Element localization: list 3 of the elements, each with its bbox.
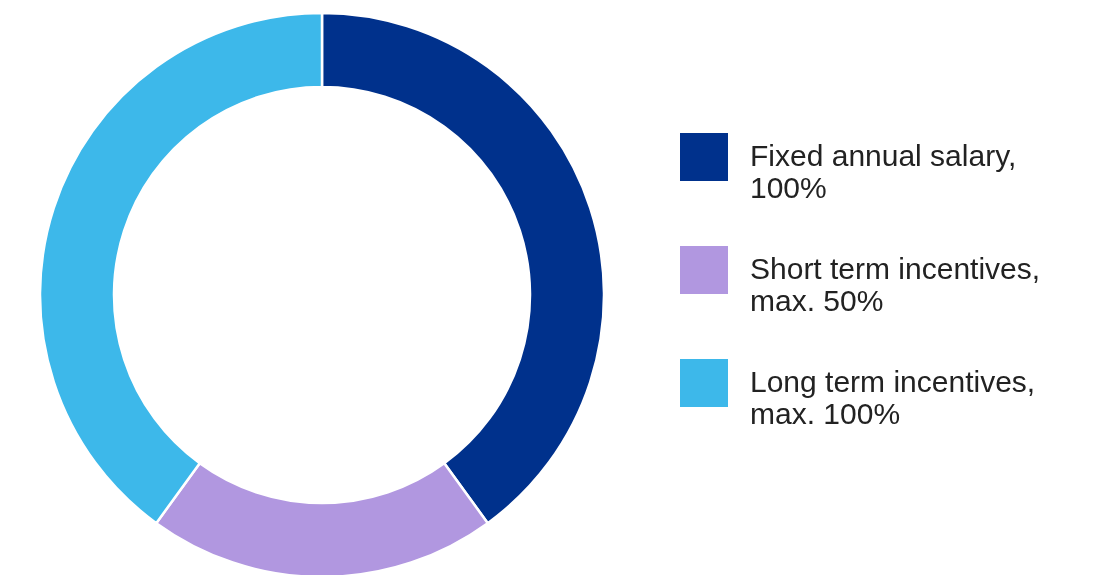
legend-label: Short term incentives, max. 50% bbox=[750, 252, 1041, 317]
legend-label: Fixed annual salary, 100% bbox=[750, 139, 1017, 204]
legend-label: Long term incentives, max. 100% bbox=[750, 365, 1036, 430]
